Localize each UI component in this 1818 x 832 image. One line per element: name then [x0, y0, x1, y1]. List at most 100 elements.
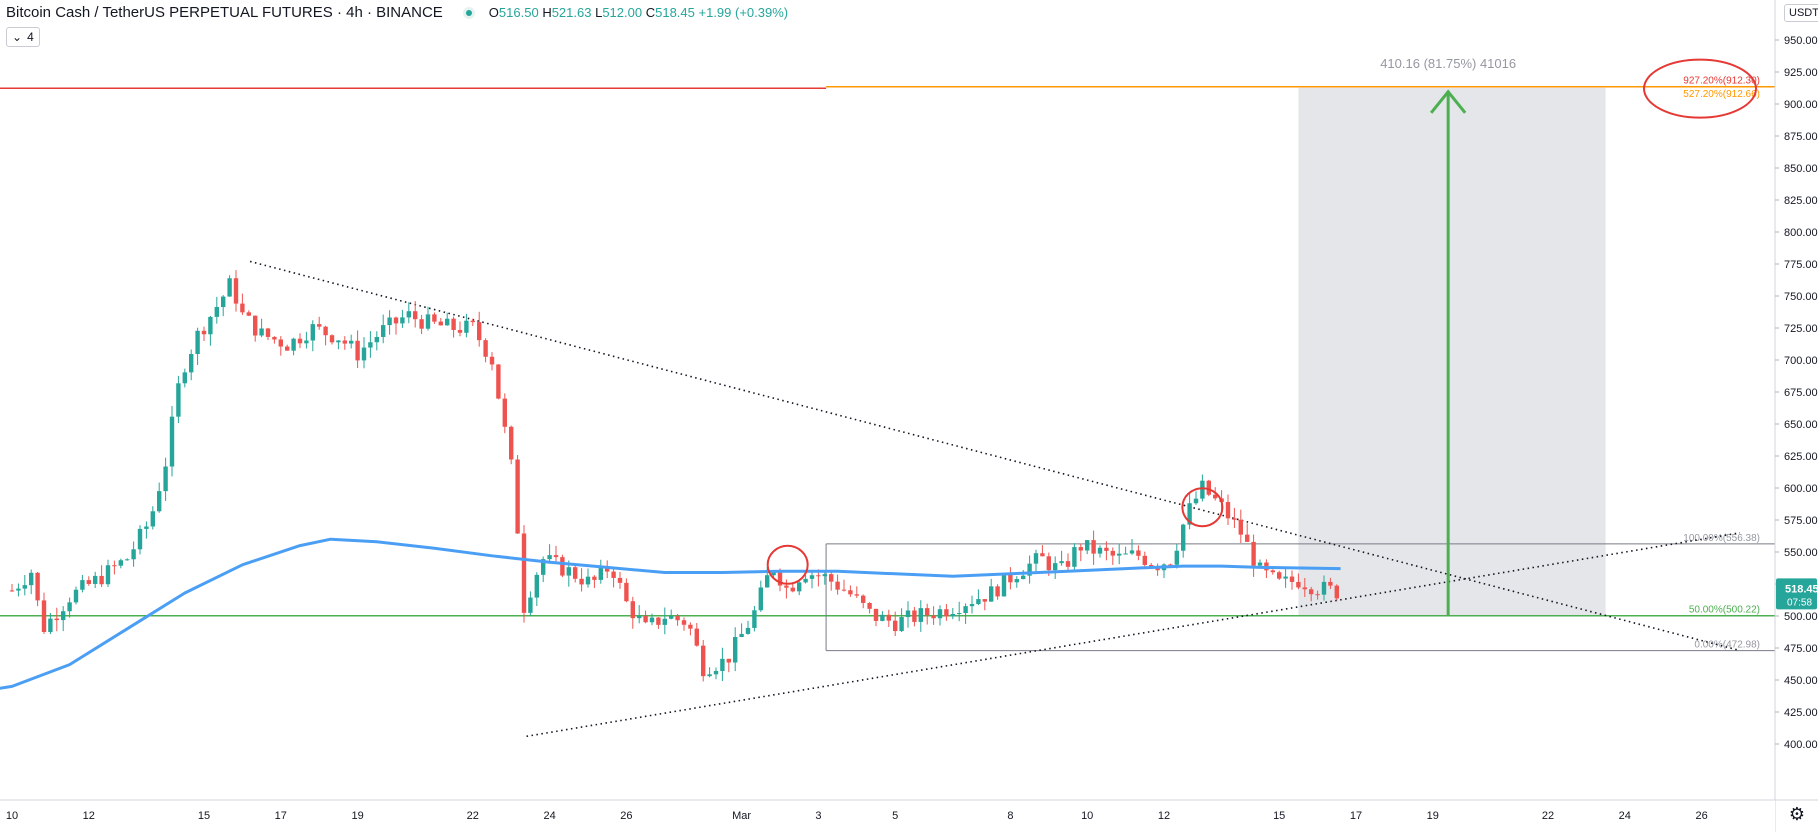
- candle-up: [61, 611, 66, 621]
- candle-down: [1206, 480, 1211, 495]
- candle-down: [944, 609, 949, 617]
- open-label: O: [488, 5, 499, 20]
- candle-up: [157, 491, 162, 512]
- candle-up: [758, 587, 763, 611]
- candle-down: [1008, 573, 1013, 583]
- candle-up: [669, 615, 674, 619]
- candle-down: [617, 577, 623, 583]
- candle-down: [201, 330, 207, 335]
- candle-down: [675, 615, 680, 621]
- candle-down: [1245, 534, 1250, 542]
- y-tick-label: 450.00: [1784, 675, 1818, 687]
- fib-label: 0.00%(472.98): [1694, 640, 1760, 651]
- moving-average-line: [0, 537, 1341, 690]
- candle-up: [144, 526, 149, 529]
- x-tick-label: 26: [620, 810, 632, 822]
- y-tick-label: 475.00: [1784, 643, 1818, 655]
- price-axis-panel: [1775, 0, 1818, 832]
- candle-down: [873, 608, 879, 621]
- candle-down: [54, 618, 59, 621]
- candle-up: [304, 340, 309, 344]
- candle-up: [662, 618, 667, 625]
- candle-up: [1001, 573, 1007, 597]
- y-tick-label: 600.00: [1784, 483, 1818, 495]
- symbol-title[interactable]: Bitcoin Cash / TetherUS PERPETUAL FUTURE…: [6, 4, 443, 21]
- candle-down: [246, 312, 251, 316]
- y-tick-label: 775.00: [1784, 259, 1818, 271]
- candle-down: [1334, 585, 1339, 599]
- annotation-circle: [1181, 487, 1224, 528]
- candle-down: [1078, 547, 1083, 551]
- y-tick-label: 950.00: [1784, 35, 1818, 47]
- candle-down: [253, 315, 258, 336]
- x-tick-label: 12: [83, 810, 95, 822]
- candle-down: [432, 314, 437, 322]
- candle-down: [1251, 541, 1256, 566]
- candle-down: [265, 328, 271, 337]
- candle-down: [496, 364, 501, 399]
- candle-up: [989, 586, 994, 602]
- x-tick-label: 24: [1619, 810, 1631, 822]
- candle-up: [169, 416, 175, 467]
- currency-badge[interactable]: USDT: [1784, 4, 1818, 22]
- indicator-legend-toggle[interactable]: ⌄ 4: [6, 27, 40, 47]
- x-tick-label: Mar: [732, 810, 751, 822]
- fib-label: 100.00%(556.38): [1683, 533, 1760, 544]
- close-label: C: [645, 5, 656, 20]
- candle-down: [1296, 581, 1301, 588]
- candle-up: [880, 614, 885, 621]
- candle-up: [547, 555, 552, 560]
- candle-down: [9, 590, 15, 592]
- candle-down: [329, 335, 335, 343]
- candle-down: [393, 317, 399, 324]
- candle-down: [592, 576, 597, 580]
- candle-up: [137, 528, 143, 550]
- y-tick-label: 425.00: [1784, 707, 1818, 719]
- candle-down: [285, 346, 290, 351]
- candle-down: [1168, 564, 1173, 566]
- y-tick-label: 725.00: [1784, 323, 1818, 335]
- candle-up: [899, 617, 904, 632]
- candle-up: [1033, 553, 1039, 564]
- projection-arrow-head: [1429, 89, 1467, 114]
- candle-up: [259, 328, 264, 336]
- candle-up: [765, 575, 770, 588]
- candle-up: [752, 610, 757, 628]
- chart-header: Bitcoin Cash / TetherUS PERPETUAL FUTURE…: [6, 4, 788, 21]
- candle-up: [150, 511, 155, 527]
- candle-up: [182, 372, 187, 384]
- candle-up: [713, 671, 719, 675]
- candle-down: [1110, 550, 1115, 556]
- candle-down: [1149, 564, 1154, 567]
- candle-down: [521, 533, 527, 613]
- candle-up: [361, 347, 367, 361]
- candle-countdown: 07:58: [1787, 597, 1812, 608]
- candle-up: [16, 588, 21, 591]
- candle-down: [579, 578, 584, 585]
- gear-icon[interactable]: ⚙: [1788, 804, 1806, 824]
- candle-down: [931, 615, 936, 619]
- candle-up: [797, 582, 802, 592]
- candle-up: [585, 576, 591, 585]
- fib-label: 527.20%(912.66): [1683, 89, 1760, 100]
- candle-down: [982, 599, 987, 602]
- candle-down: [790, 587, 795, 592]
- candle-up: [1021, 575, 1026, 580]
- x-tick-label: 19: [351, 810, 363, 822]
- candle-up: [1181, 524, 1186, 551]
- candle-down: [777, 571, 783, 586]
- candle-down: [1277, 572, 1282, 579]
- y-tick-label: 550.00: [1784, 547, 1818, 559]
- candle-down: [1309, 589, 1314, 595]
- y-tick-label: 400.00: [1784, 739, 1818, 751]
- candle-up: [214, 307, 219, 317]
- candle-down: [99, 575, 104, 585]
- high-label: H: [542, 5, 552, 20]
- candle-up: [963, 606, 968, 614]
- candle-up: [176, 383, 181, 417]
- candle-down: [1213, 494, 1218, 499]
- candle-down: [886, 614, 891, 621]
- x-tick-label: 19: [1427, 810, 1439, 822]
